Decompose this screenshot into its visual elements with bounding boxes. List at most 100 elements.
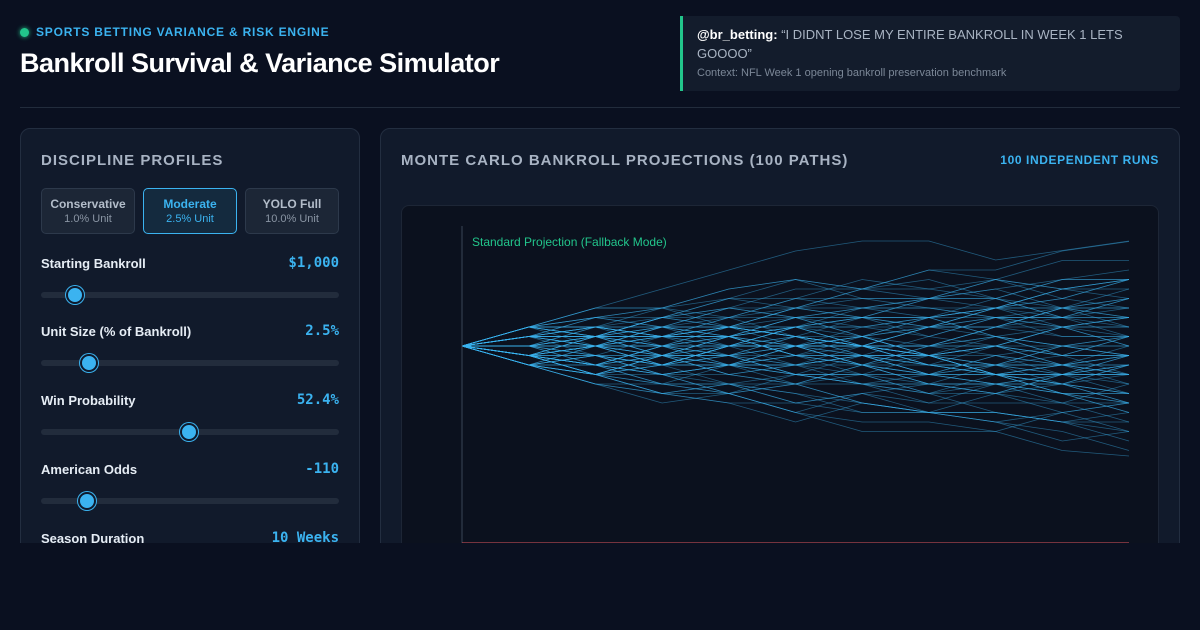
simulation-path [461,298,1130,347]
simulation-path [461,345,1129,375]
starting-bankroll-slider[interactable] [41,286,339,304]
season-duration-control: Season Duration 10 Weeks [41,530,339,543]
profile-selector: Conservative 1.0% Unit Moderate 2.5% Uni… [41,188,339,234]
simulation-path [461,307,1130,347]
eyebrow-text: SPORTS BETTING VARIANCE & RISK ENGINE [36,25,330,39]
simulation-path [461,336,1130,394]
simulation-path [461,298,1130,356]
simulation-path [461,345,1130,442]
simulation-path [461,345,1130,404]
simulation-path [461,269,1130,347]
simulation-path [461,240,1130,347]
simulation-path [461,307,1130,375]
simulation-path [461,345,1130,394]
simulation-path [461,336,1130,404]
profile-unit: 1.0% Unit [64,213,112,225]
live-status-dot-icon [20,27,29,37]
simulation-path [461,279,1130,347]
control-value: 10 Weeks [271,530,339,543]
page-header: SPORTS BETTING VARIANCE & RISK ENGINE Ba… [20,16,1180,92]
simulation-path [462,317,1129,347]
simulation-path [461,336,1130,375]
quote-card: @br_betting: “I DIDNT LOSE MY ENTIRE BAN… [680,16,1180,91]
simulation-path [461,241,1130,347]
simulation-path [461,298,1130,375]
simulation-path [461,260,1129,366]
simulation-path [461,326,1130,366]
simulation-path [461,336,1130,404]
header-divider [20,107,1180,108]
control-value: 2.5% [305,323,339,339]
simulation-path [461,298,1130,366]
simulation-path [462,317,1129,356]
simulation-path [462,345,1129,375]
simulation-path [461,345,1130,385]
control-label: Win Probability [41,393,136,408]
simulation-path [461,317,1130,413]
projection-panel: MONTE CARLO BANKROLL PROJECTIONS (100 PA… [380,128,1180,543]
simulation-path [461,345,1130,375]
simulation-path [461,288,1130,347]
simulation-path [461,345,1130,404]
profile-button-moderate[interactable]: Moderate 2.5% Unit [143,188,237,234]
simulation-path [461,269,1130,347]
profile-button-conservative[interactable]: Conservative 1.0% Unit [41,188,135,234]
win-probability-slider[interactable] [41,423,339,441]
american-odds-slider[interactable] [41,492,339,510]
control-label: Season Duration [41,531,145,543]
simulation-path [461,279,1129,375]
simulation-path [462,326,1130,347]
simulation-path [461,336,1129,404]
unit-size-control: Unit Size (% of Bankroll) 2.5% [41,323,339,384]
simulation-path [461,345,1130,413]
simulation-path [462,336,1130,356]
simulation-path [461,345,1129,375]
simulation-path [461,326,1129,423]
american-odds-control: American Odds -110 [41,461,339,522]
simulation-path [461,345,1130,423]
simulation-path [462,345,1129,385]
slider-thumb[interactable] [77,492,96,510]
simulation-path [461,307,1130,347]
simulation-path [461,336,1130,375]
slider-thumb[interactable] [66,286,85,304]
simulation-path [461,317,1130,366]
simulation-path [461,345,1130,432]
simulation-path [461,336,1130,423]
simulation-path [461,336,1129,366]
profile-unit: 10.0% Unit [265,213,319,225]
simulation-path [461,345,1130,423]
simulation-path [462,279,1130,347]
simulation-path [461,326,1129,356]
profile-button-yolo-full[interactable]: YOLO Full 10.0% Unit [245,188,339,234]
simulation-path [461,279,1130,347]
simulation-path [461,326,1130,413]
simulation-path [461,307,1130,366]
starting-bankroll-control: Starting Bankroll $1,000 [41,255,339,316]
simulation-path [462,326,1129,356]
quote-handle: @br_betting: [697,27,778,42]
simulation-path [461,345,1130,442]
unit-size-slider[interactable] [41,354,339,372]
profile-unit: 2.5% Unit [166,213,214,225]
quote-text: “I DIDNT LOSE MY ENTIRE BANKROLL IN WEEK… [697,27,1123,61]
slider-thumb[interactable] [180,423,199,441]
simulation-path [461,279,1130,347]
simulation-path [461,288,1130,347]
simulation-path [461,288,1129,347]
simulation-path [462,336,1130,385]
simulation-path [461,345,1129,394]
simulation-path [461,345,1129,394]
control-value: 52.4% [296,392,339,408]
simulation-path [461,345,1130,385]
simulation-path [461,279,1130,347]
simulation-path [461,345,1130,375]
simulation-path [462,279,1129,347]
simulation-path [461,345,1130,457]
slider-thumb[interactable] [79,354,98,372]
simulation-path [461,345,1130,385]
simulation-path [461,326,1129,375]
simulation-path [461,345,1130,385]
simulation-path [461,279,1129,347]
chart-annotation: Standard Projection (Fallback Mode) [472,235,667,249]
